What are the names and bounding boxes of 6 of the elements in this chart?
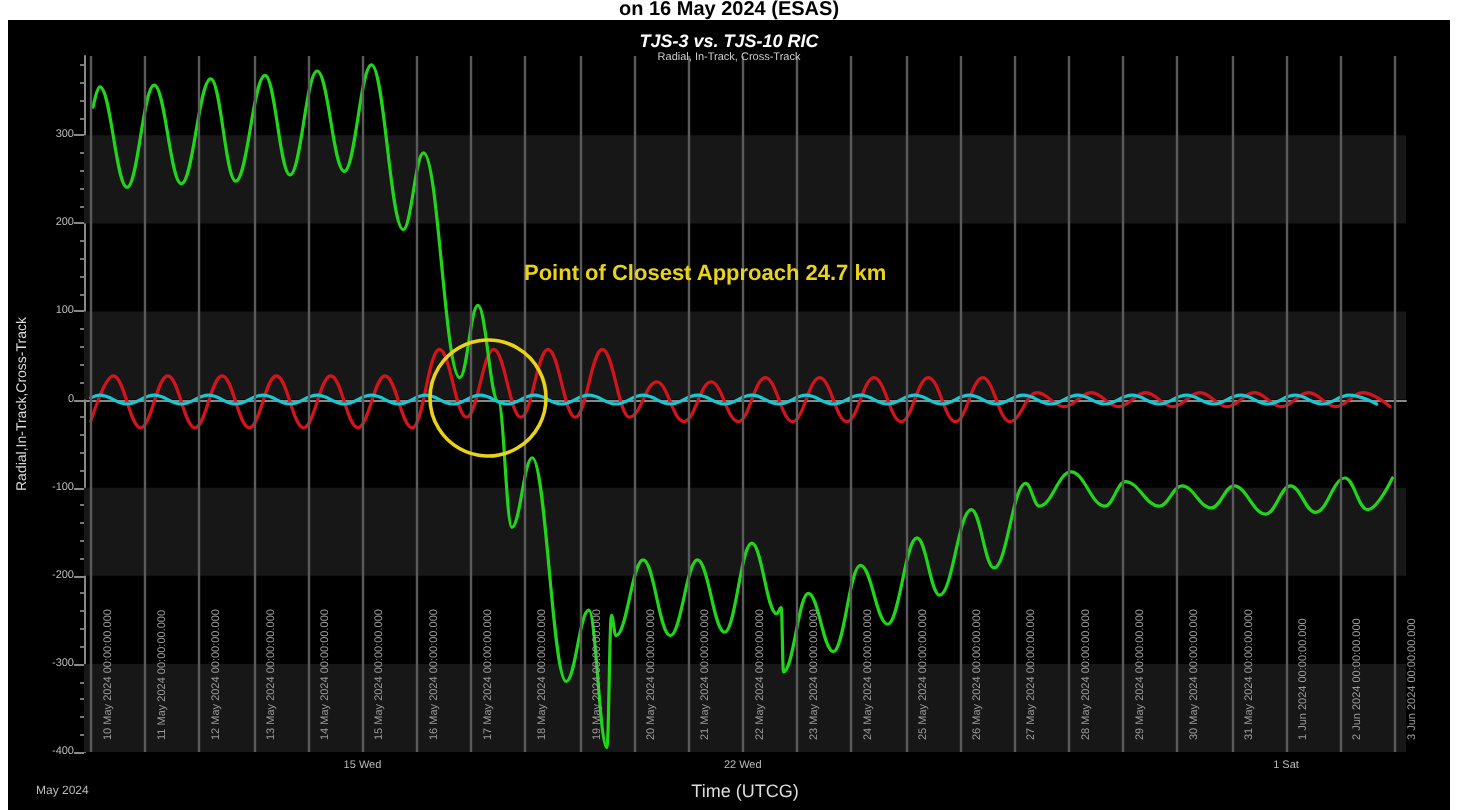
text: on 16 May 2024 (ESAS): [618, 0, 840, 21]
x-axis-title: Time (UTCG): [691, 781, 799, 801]
annotation: Point of Closest Approach 24.7 km: [524, 262, 887, 286]
chart-title: TJS-3 vs. TJS-10 RIC: [639, 31, 820, 51]
line-series: [91, 63, 1395, 750]
line-series: [89, 347, 1392, 430]
